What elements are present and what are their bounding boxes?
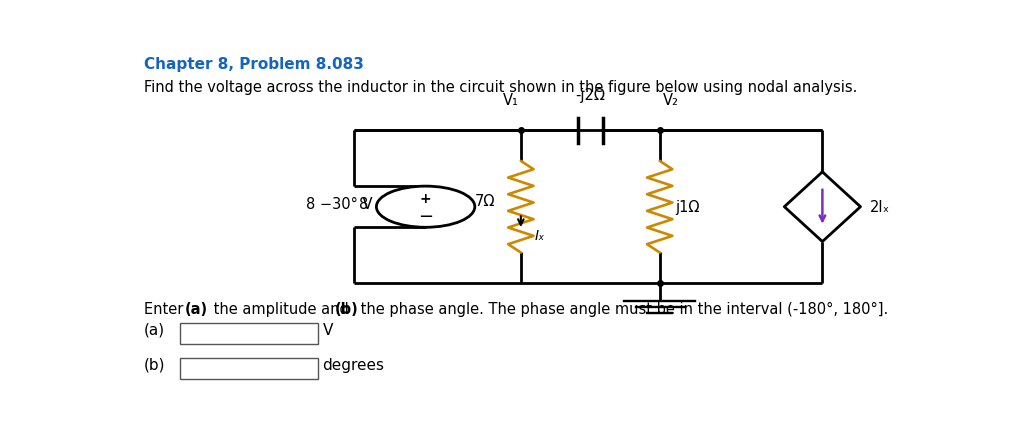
Text: V₂: V₂ [663, 93, 679, 108]
Text: Chapter 8, Problem 8.083: Chapter 8, Problem 8.083 [143, 57, 364, 71]
Text: -j2Ω: -j2Ω [575, 88, 605, 103]
Text: the amplitude and: the amplitude and [209, 301, 353, 316]
Text: V: V [323, 322, 333, 337]
Polygon shape [784, 172, 860, 242]
Text: (b): (b) [143, 357, 165, 372]
Text: 8: 8 [358, 197, 373, 212]
Text: (a): (a) [185, 301, 208, 316]
Text: j1Ω: j1Ω [676, 200, 700, 215]
Text: (a): (a) [143, 322, 165, 337]
Text: degrees: degrees [323, 357, 384, 372]
Text: −: − [418, 208, 433, 225]
Text: Enter: Enter [143, 301, 187, 316]
Text: V₁: V₁ [504, 93, 519, 108]
Text: the phase angle. The phase angle must be in the interval (-180°, 180°].: the phase angle. The phase angle must be… [355, 301, 888, 316]
Circle shape [377, 187, 475, 228]
Text: 2Iₓ: 2Iₓ [870, 200, 890, 215]
Text: (b): (b) [334, 301, 358, 316]
Text: 7Ω: 7Ω [475, 193, 496, 208]
Text: Iₓ: Iₓ [536, 228, 546, 243]
FancyBboxPatch shape [179, 323, 318, 344]
Text: +: + [420, 192, 431, 206]
FancyBboxPatch shape [179, 358, 318, 379]
Text: Find the voltage across the inductor in the circuit shown in the figure below us: Find the voltage across the inductor in … [143, 80, 857, 95]
Text: 8 −30° V: 8 −30° V [306, 197, 373, 212]
